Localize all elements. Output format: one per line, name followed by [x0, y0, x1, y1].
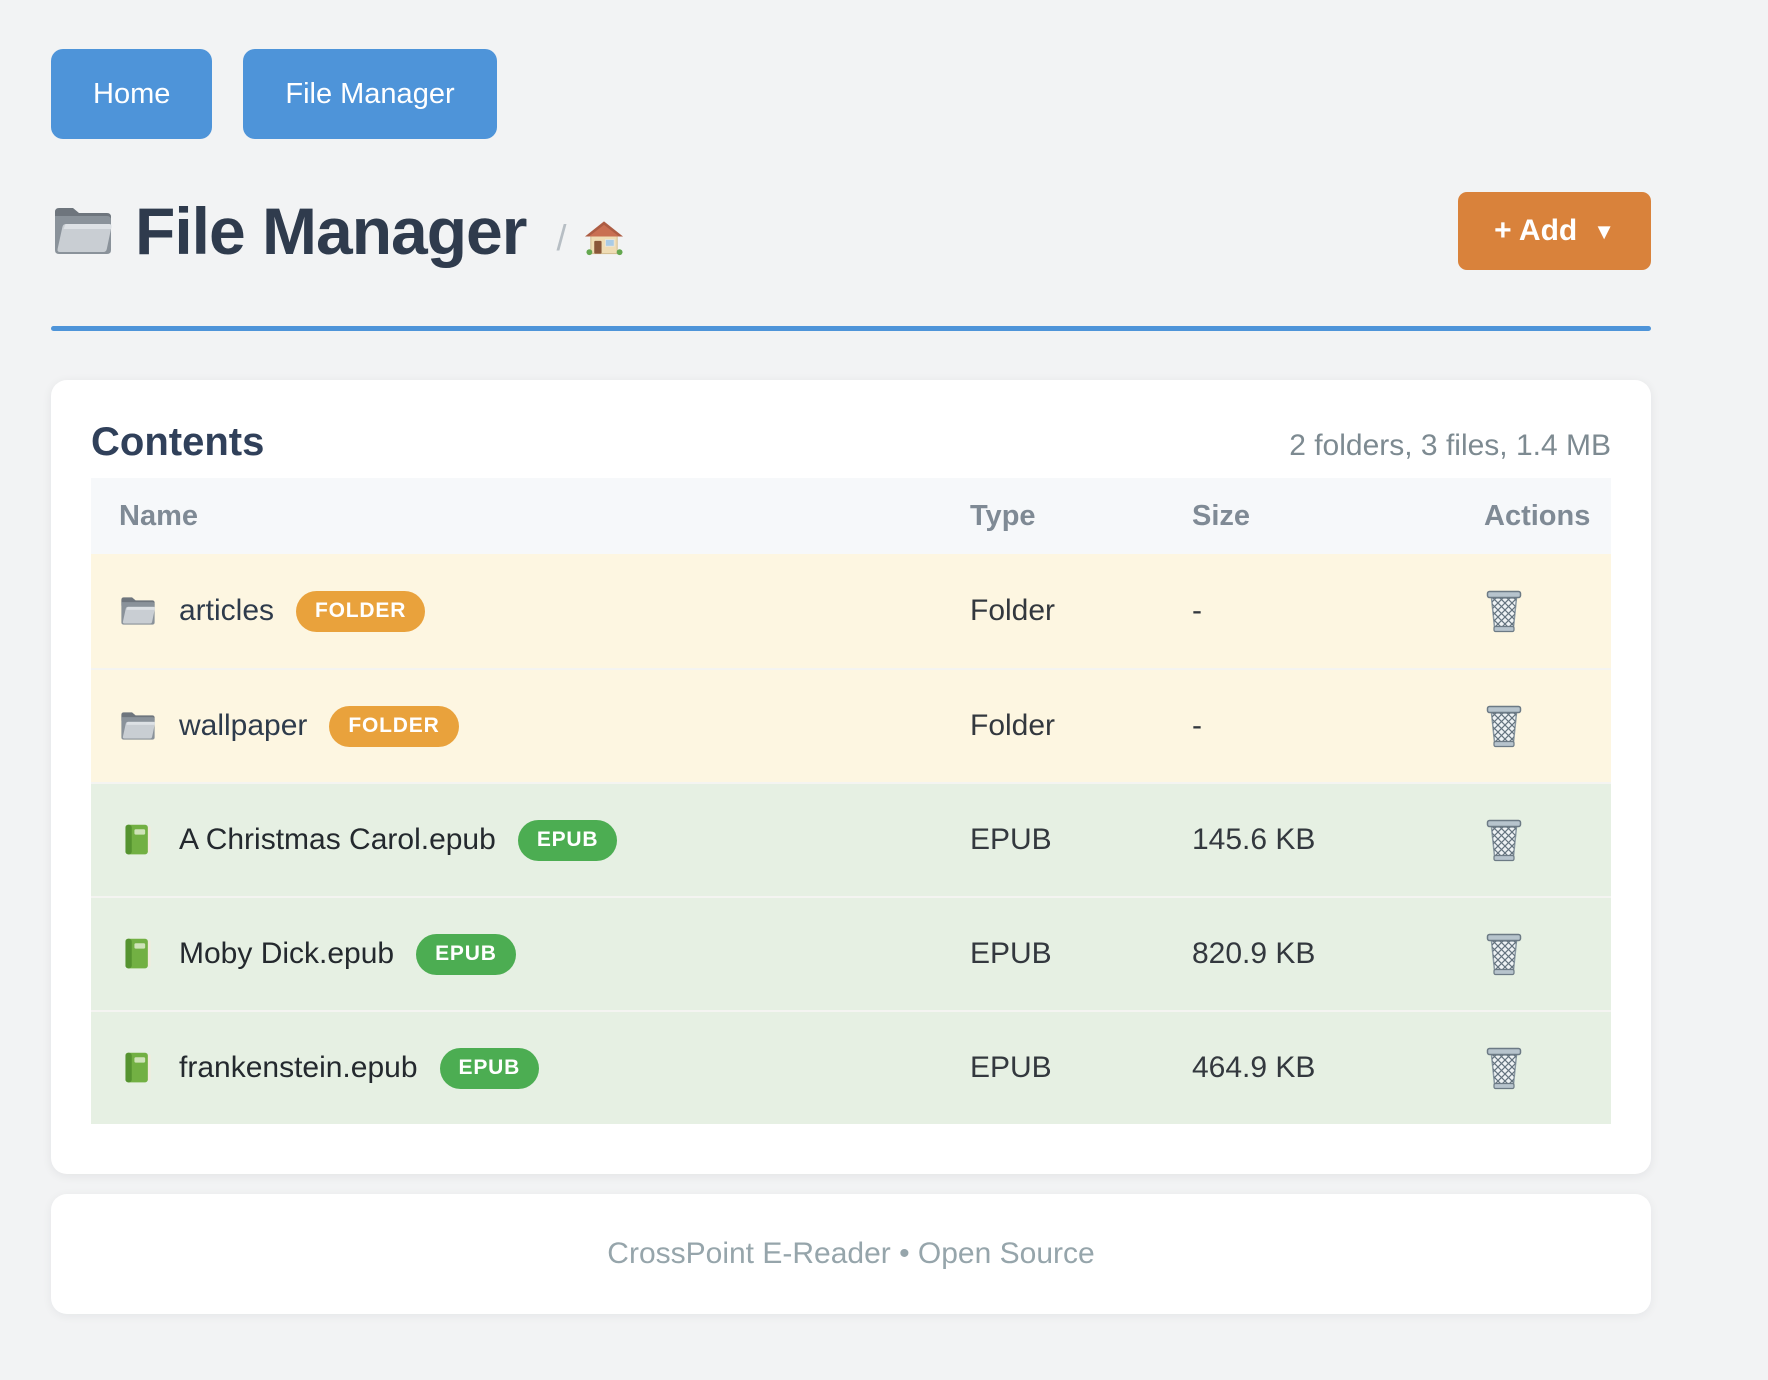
item-size: 464.9 KB [1192, 1051, 1316, 1084]
house-icon[interactable] [584, 219, 624, 257]
item-name: A Christmas Carol.epub [179, 823, 496, 856]
item-type-badge: EPUB [439, 1047, 540, 1089]
book-icon [125, 1052, 151, 1083]
item-type: EPUB [970, 1051, 1052, 1084]
wastebasket-icon [1486, 590, 1522, 632]
table-row-frankenstein-epub[interactable]: frankenstein.epub EPUB EPUB 464.9 KB [91, 1010, 1611, 1124]
item-type: Folder [970, 594, 1056, 627]
contents-card: Contents 2 folders, 3 files, 1.4 MB Name… [51, 380, 1651, 1174]
item-type: EPUB [970, 823, 1052, 856]
column-header-size: Size [1192, 499, 1251, 532]
delete-button[interactable] [1484, 1046, 1524, 1091]
item-size: - [1192, 594, 1202, 627]
item-name: frankenstein.epub [179, 1051, 418, 1084]
item-type: EPUB [970, 937, 1052, 970]
nav-button-home[interactable]: Home [51, 49, 213, 139]
contents-card-header: Contents 2 folders, 3 files, 1.4 MB [91, 418, 1611, 466]
folder-icon [121, 597, 155, 625]
table-row-wallpaper[interactable]: wallpaper FOLDER Folder - [91, 668, 1611, 782]
breadcrumb-separator: / [556, 217, 567, 258]
page-header: File Manager / + Add ▼ [51, 189, 1651, 273]
wastebasket-icon [1486, 819, 1522, 861]
wastebasket-icon [1486, 933, 1522, 975]
header-divider [51, 326, 1651, 331]
footer: CrossPoint E-Reader • Open Source [51, 1194, 1651, 1314]
contents-summary: 2 folders, 3 files, 1.4 MB [1289, 429, 1611, 462]
table-header-row: Name Type Size Actions [91, 478, 1611, 554]
item-type-badge: EPUB [416, 933, 516, 975]
delete-button[interactable] [1484, 589, 1524, 634]
folder-icon [121, 712, 155, 740]
folder-icon [55, 208, 112, 254]
item-type-badge: FOLDER [329, 705, 459, 747]
item-type: Folder [970, 709, 1056, 742]
item-size: 820.9 KB [1192, 937, 1316, 970]
column-header-type: Type [970, 499, 1036, 532]
item-size: 145.6 KB [1192, 823, 1316, 856]
item-name: articles [179, 594, 275, 627]
column-header-name: Name [119, 499, 198, 532]
add-button-label: + Add [1494, 214, 1578, 247]
table-row-moby-dick-epub[interactable]: Moby Dick.epub EPUB EPUB 820.9 KB [91, 896, 1611, 1010]
page-title: File Manager [135, 194, 527, 268]
file-table: Name Type Size Actions articles FOLDER F… [91, 478, 1611, 1124]
item-name: wallpaper [179, 709, 308, 742]
title-group: File Manager / [51, 193, 1458, 269]
item-size: - [1192, 709, 1202, 742]
delete-button[interactable] [1484, 818, 1524, 863]
table-row-articles[interactable]: articles FOLDER Folder - [91, 554, 1611, 668]
nav-button-file-manager[interactable]: File Manager [243, 49, 497, 139]
column-header-actions: Actions [1484, 499, 1591, 532]
wastebasket-icon [1486, 705, 1522, 747]
book-icon [125, 938, 151, 969]
add-button[interactable]: + Add ▼ [1458, 192, 1651, 270]
delete-button[interactable] [1484, 932, 1524, 977]
table-row-a-christmas-carol-epub[interactable]: A Christmas Carol.epub EPUB EPUB 145.6 K… [91, 782, 1611, 896]
item-name: Moby Dick.epub [179, 937, 395, 970]
top-nav: Home File Manager [51, 49, 1651, 139]
chevron-down-icon: ▼ [1593, 219, 1615, 244]
footer-text: CrossPoint E-Reader • Open Source [607, 1237, 1095, 1270]
delete-button[interactable] [1484, 704, 1524, 749]
item-type-badge: EPUB [517, 819, 618, 861]
book-icon [125, 824, 151, 855]
item-type-badge: FOLDER [296, 590, 426, 632]
wastebasket-icon [1486, 1047, 1522, 1089]
contents-heading: Contents [91, 420, 265, 464]
table-body: articles FOLDER Folder - wallpaper FOLDE… [91, 554, 1611, 1124]
